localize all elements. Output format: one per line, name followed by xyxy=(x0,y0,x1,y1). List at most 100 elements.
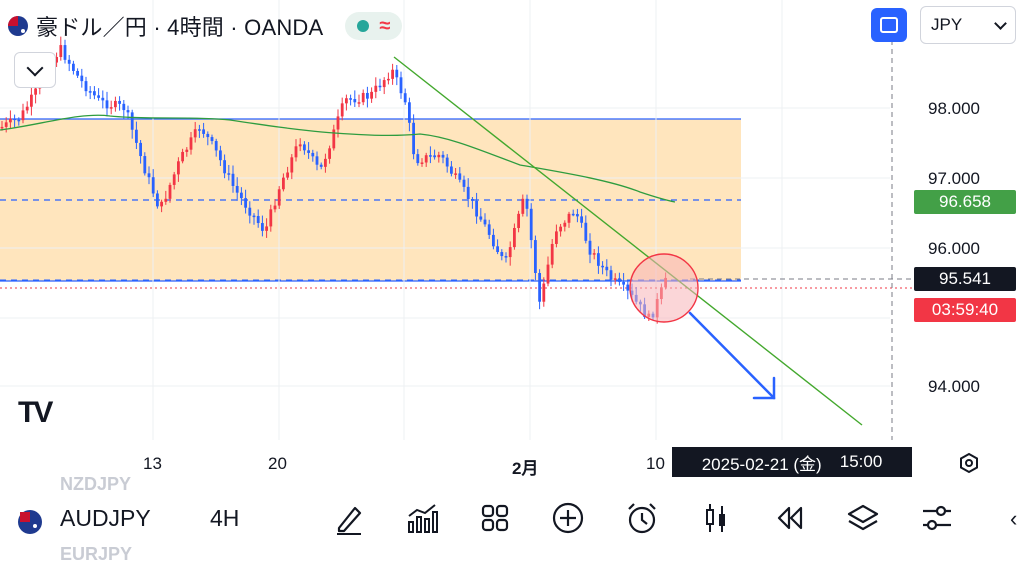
timeframe-select[interactable]: 4H xyxy=(210,505,240,531)
candle-body xyxy=(487,224,491,235)
candle-body xyxy=(261,223,264,231)
candle-body xyxy=(67,59,71,64)
candle-body xyxy=(529,208,533,241)
price-label: 97.000 xyxy=(928,169,980,188)
crosshair-hour: 15:00 xyxy=(839,452,883,471)
alert-clock-icon[interactable] xyxy=(624,500,660,536)
down-trendline xyxy=(393,56,863,426)
candle-body xyxy=(303,144,306,151)
candle-body xyxy=(370,91,373,99)
candle-body xyxy=(508,247,512,258)
candle-body xyxy=(441,154,445,158)
replay-icon[interactable] xyxy=(771,500,807,536)
candle-body xyxy=(4,122,8,127)
candle-body xyxy=(93,91,96,96)
candle-body xyxy=(172,174,176,185)
candle-body xyxy=(567,213,571,223)
candlesticks xyxy=(0,36,667,324)
candle-body xyxy=(361,92,365,103)
forecast-arrow xyxy=(688,311,776,400)
candle-body xyxy=(588,240,592,255)
candle-body xyxy=(429,155,432,157)
candle-body xyxy=(378,85,382,88)
candle-body xyxy=(30,94,33,107)
candle-body xyxy=(483,219,487,225)
candle-body xyxy=(227,173,231,175)
candle-body xyxy=(597,253,600,266)
candle-body xyxy=(374,85,378,92)
grid xyxy=(0,0,890,440)
price-label: 96.000 xyxy=(928,239,980,258)
add-icon[interactable] xyxy=(550,500,586,536)
candle-body xyxy=(319,164,323,167)
candle-body xyxy=(315,156,319,165)
candle-body xyxy=(462,179,466,187)
candle-body xyxy=(340,103,344,117)
candle-body xyxy=(618,278,621,282)
candle-body xyxy=(391,69,394,79)
candle-body xyxy=(466,186,470,200)
candle-body xyxy=(206,133,210,138)
candle-body xyxy=(576,214,579,217)
chevron-left-icon[interactable]: ‹ xyxy=(1010,506,1018,531)
candle-body xyxy=(307,150,310,153)
candle-body xyxy=(105,100,109,109)
chart-header: 豪ドル／円 · 4時間 · OANDA ≈ xyxy=(8,10,403,42)
candle-body xyxy=(235,185,239,193)
chart-title[interactable]: 豪ドル／円 · 4時間 · OANDA xyxy=(36,15,324,40)
candle-body xyxy=(80,75,84,82)
candle-body xyxy=(147,173,151,178)
indicators-icon[interactable] xyxy=(403,500,439,536)
candle-body xyxy=(408,102,411,123)
bottom-toolbar: NZDJPY EURJPY xyxy=(0,474,1024,576)
layers-icon[interactable] xyxy=(845,500,881,536)
candle-body xyxy=(214,141,218,151)
currency-select[interactable]: JPY xyxy=(920,6,1016,44)
candle-body xyxy=(97,95,100,98)
candle-body xyxy=(349,98,352,100)
collapse-legend-button[interactable] xyxy=(14,52,56,88)
time-label: 10 xyxy=(646,454,665,473)
candles-icon[interactable] xyxy=(698,500,734,536)
chart-settings-icon[interactable] xyxy=(958,452,980,474)
candle-body xyxy=(126,110,130,113)
settings-sliders-icon[interactable] xyxy=(919,500,955,536)
candle-body xyxy=(382,80,386,88)
candle-body xyxy=(13,118,16,121)
candle-body xyxy=(202,129,205,134)
candle-body xyxy=(538,272,541,302)
layout-grid-icon[interactable] xyxy=(477,500,513,536)
candle-body xyxy=(580,216,583,223)
candle-body xyxy=(546,264,550,284)
candle-body xyxy=(584,222,588,241)
candle-body xyxy=(59,45,63,58)
candle-body xyxy=(294,146,298,158)
moving-average-line xyxy=(0,114,676,203)
ma-value-tag: 96.658 xyxy=(914,190,1016,214)
candle-body xyxy=(256,216,260,224)
candle-body xyxy=(210,137,214,142)
price-chart[interactable] xyxy=(0,0,1024,488)
market-open-dot-icon xyxy=(357,20,370,32)
market-status-pill[interactable]: ≈ xyxy=(345,12,403,40)
bar-countdown-tag: 03:59:40 xyxy=(914,298,1016,322)
drawing-tool-icon[interactable] xyxy=(331,500,367,536)
candle-body xyxy=(231,173,235,186)
candle-body xyxy=(601,265,604,268)
symbol-name[interactable]: AUDJPY xyxy=(60,505,151,531)
tradingview-logo-icon: TV xyxy=(18,396,53,429)
candle-body xyxy=(454,173,457,175)
candle-body xyxy=(248,207,252,216)
candle-body xyxy=(185,149,189,152)
candle-body xyxy=(437,154,441,158)
candle-body xyxy=(613,278,617,280)
candle-body xyxy=(445,157,449,167)
candle-body xyxy=(130,112,134,130)
candle-body xyxy=(420,162,424,164)
candle-body xyxy=(534,240,537,273)
candle-body xyxy=(76,70,79,76)
fullscreen-button[interactable] xyxy=(871,8,907,42)
candle-body xyxy=(525,198,529,209)
candle-body xyxy=(559,226,562,232)
crosshair-price-tag: 95.541 xyxy=(914,267,1016,291)
